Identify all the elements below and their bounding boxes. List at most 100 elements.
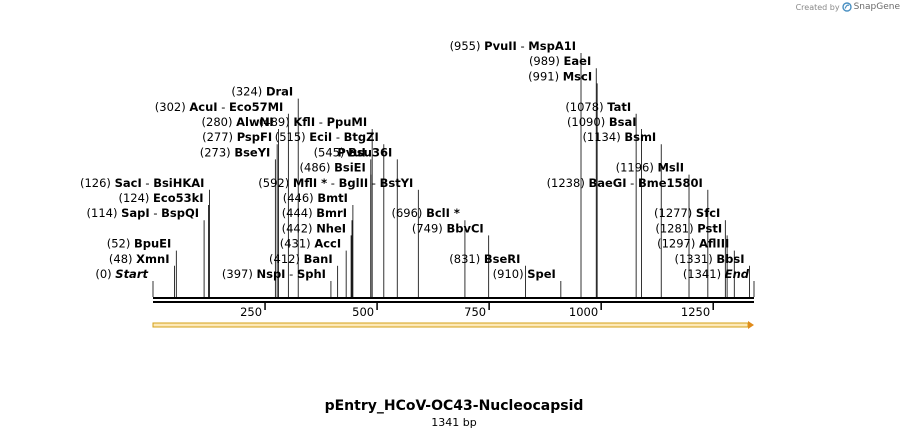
site-label[interactable]: (955) PvuII - MspA1I bbox=[450, 39, 576, 53]
site-label[interactable]: (114) SapI - BspQI bbox=[87, 206, 200, 220]
site-position: (0) bbox=[95, 267, 115, 281]
credit-brand: SnapGene bbox=[853, 2, 900, 12]
site-separator: - bbox=[368, 176, 379, 190]
site-name: NspI bbox=[256, 267, 285, 281]
snapgene-logo-icon bbox=[841, 2, 852, 12]
site-label[interactable]: (1331) BbsI bbox=[674, 252, 744, 266]
site-separator: - bbox=[332, 130, 343, 144]
site-position: (1331) bbox=[674, 252, 716, 266]
site-position: (444) bbox=[282, 206, 317, 220]
site-position: (273) bbox=[200, 145, 235, 159]
site-name: BtgZI bbox=[344, 130, 379, 144]
site-label[interactable]: (302) AcuI - Eco57MI bbox=[155, 100, 284, 114]
site-name: BstYI bbox=[380, 176, 414, 190]
site-position: (48) bbox=[109, 252, 136, 266]
site-name: Bsu36I bbox=[348, 145, 392, 159]
site-label[interactable]: (412) BanI bbox=[269, 252, 333, 266]
site-position: (397) bbox=[222, 267, 257, 281]
site-label[interactable]: (446) BmtI bbox=[283, 191, 348, 205]
site-label[interactable]: (324) DraI bbox=[231, 85, 293, 99]
map-title: pEntry_HCoV-OC43-Nucleocapsid bbox=[324, 398, 584, 414]
site-name: BseRI bbox=[484, 252, 521, 266]
site-position: (126) bbox=[80, 176, 115, 190]
tick-label: 1000 bbox=[569, 305, 598, 319]
site-name: BbsI bbox=[716, 252, 744, 266]
site-name: Start bbox=[115, 267, 148, 281]
site-position: (486) bbox=[300, 161, 335, 175]
site-label[interactable]: (831) BseRI bbox=[449, 252, 520, 266]
site-name: SacI bbox=[115, 176, 142, 190]
site-name: BanI bbox=[304, 252, 333, 266]
site-label[interactable]: PvuI bbox=[337, 145, 365, 159]
site-position: (1090) bbox=[567, 115, 609, 129]
site-label[interactable]: (280) AlwNI bbox=[202, 115, 274, 129]
site-label[interactable]: (1134) BsmI bbox=[582, 130, 656, 144]
site-label[interactable]: (442) NheI bbox=[282, 221, 346, 235]
site-name: AlwNI bbox=[236, 115, 273, 129]
feature-arrowhead bbox=[748, 321, 754, 329]
site-label[interactable]: (0) Start bbox=[95, 267, 148, 281]
backbone bbox=[153, 297, 754, 303]
site-name: PvuI bbox=[337, 145, 365, 159]
site-label[interactable]: (48) XmnI bbox=[109, 252, 170, 266]
site-separator: - bbox=[327, 176, 338, 190]
site-position: (515) bbox=[275, 130, 310, 144]
site-label[interactable]: (431) AccI bbox=[280, 237, 341, 251]
site-name: KflI bbox=[293, 115, 315, 129]
site-position: (489) bbox=[259, 115, 294, 129]
site-name: BseYI bbox=[234, 145, 270, 159]
site-position: (1134) bbox=[582, 130, 624, 144]
site-name: NheI bbox=[316, 221, 346, 235]
site-position: (302) bbox=[155, 100, 190, 114]
site-name: BsmI bbox=[624, 130, 656, 144]
site-label[interactable]: (910) SpeI bbox=[493, 267, 556, 281]
site-label[interactable]: (1277) SfcI bbox=[654, 206, 720, 220]
site-label[interactable]: (397) NspI - SphI bbox=[222, 267, 326, 281]
site-label[interactable]: (277) PspFI bbox=[202, 130, 272, 144]
site-label[interactable]: (592) MflI * - BglII - BstYI bbox=[258, 176, 413, 190]
site-label[interactable]: (1196) MslI bbox=[616, 161, 684, 175]
site-label[interactable]: (515) EciI - BtgZI bbox=[275, 130, 379, 144]
site-label[interactable]: (1238) BaeGI - Bme1580I bbox=[547, 176, 703, 190]
credit-prefix: Created by bbox=[795, 2, 840, 12]
site-label[interactable]: (1090) BsaI bbox=[567, 115, 637, 129]
site-label[interactable]: (545) Bsu36I bbox=[314, 145, 393, 159]
site-separator: - bbox=[285, 267, 296, 281]
site-label[interactable]: (52) BpuEI bbox=[107, 237, 172, 251]
site-label[interactable]: (124) Eco53kI bbox=[118, 191, 203, 205]
site-name: AflIII bbox=[699, 237, 729, 251]
site-name: BsiEI bbox=[334, 161, 366, 175]
site-label[interactable]: (991) MscI bbox=[528, 69, 592, 83]
site-position: (324) bbox=[231, 85, 266, 99]
credit: Created by SnapGene bbox=[796, 2, 900, 12]
site-position: (114) bbox=[87, 206, 122, 220]
site-label[interactable]: (989) EaeI bbox=[529, 54, 591, 68]
site-label[interactable]: (1341) End bbox=[683, 267, 750, 281]
site-label[interactable]: (1281) PstI bbox=[655, 221, 722, 235]
site-name: MspA1I bbox=[528, 39, 576, 53]
feature-arrow bbox=[152, 321, 754, 329]
site-label[interactable]: (126) SacI - BsiHKAI bbox=[80, 176, 204, 190]
site-label[interactable]: (1078) TatI bbox=[565, 100, 631, 114]
site-name: EaeI bbox=[564, 54, 592, 68]
site-position: (831) bbox=[449, 252, 484, 266]
site-name: AccI bbox=[314, 237, 341, 251]
site-name: AcuI bbox=[189, 100, 217, 114]
site-name: SphI bbox=[297, 267, 326, 281]
site-position: (1297) bbox=[657, 237, 699, 251]
site-name: MflI * bbox=[293, 176, 327, 190]
site-name: XmnI bbox=[136, 252, 169, 266]
site-position: (592) bbox=[258, 176, 293, 190]
site-name: SfcI bbox=[696, 206, 720, 220]
site-label[interactable]: (489) KflI - PpuMI bbox=[259, 115, 367, 129]
site-label[interactable]: (444) BmrI bbox=[282, 206, 347, 220]
site-label[interactable]: (486) BsiEI bbox=[300, 161, 366, 175]
site-position: (696) bbox=[392, 206, 427, 220]
site-label[interactable]: (749) BbvCI bbox=[412, 221, 484, 235]
site-name: BaeGI bbox=[588, 176, 626, 190]
site-label[interactable]: (273) BseYI bbox=[200, 145, 271, 159]
site-name: BclI * bbox=[426, 206, 460, 220]
site-label[interactable]: (1297) AflIII bbox=[657, 237, 729, 251]
site-label[interactable]: (696) BclI * bbox=[392, 206, 460, 220]
